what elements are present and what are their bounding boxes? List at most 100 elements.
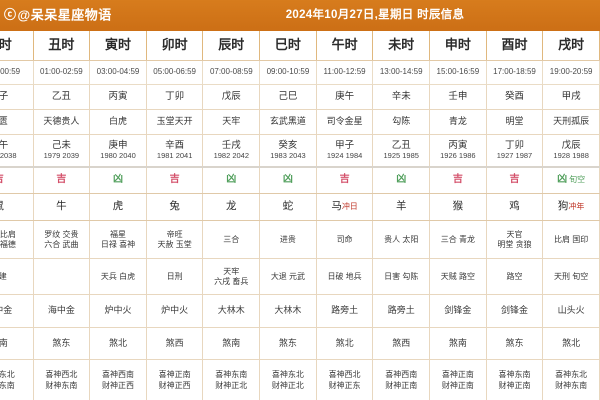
text-line: 大进 福德 xyxy=(0,239,16,249)
lucky-direction-cell: 喜神正南 财神正西 xyxy=(146,359,204,400)
ganzhi-cell: 己巳 xyxy=(259,84,317,110)
zodiac-label: 马 xyxy=(331,200,342,213)
sha-direction-cell: 煞西 xyxy=(372,327,431,361)
joy-god-direction: 喜神正南 xyxy=(158,369,191,379)
zodiac-label: 牛 xyxy=(56,200,67,213)
joy-god-direction: 喜神西南 xyxy=(385,369,418,379)
hour-name-cell[interactable]: 子时 xyxy=(0,28,34,61)
watermark: ⓒ @呆呆星座物语 xyxy=(4,5,112,24)
text-line: 比肩 国印 xyxy=(554,234,589,244)
good-stars-cell: 天官 明堂 贪狼 xyxy=(486,220,544,260)
time-range-cell: 19:00-20:59 xyxy=(542,60,600,85)
bad-stars-cell: 日建 xyxy=(0,258,34,295)
time-range-cell: 09:00-10:59 xyxy=(259,60,317,85)
year-numbers-label: 1924 1984 xyxy=(326,150,363,160)
wealth-god-direction: 财神正东 xyxy=(328,381,361,391)
year-numbers-label: 1980 2040 xyxy=(100,150,136,160)
lucky-direction-cell: 喜神西北 财神正东 xyxy=(316,359,374,400)
sha-direction-cell: 煞北 xyxy=(542,327,600,361)
year-ganzhi-label: 辛酉 xyxy=(165,139,185,151)
zodiac-cell: 猴 xyxy=(429,193,487,222)
nayin-cell: 炉中火 xyxy=(89,294,147,329)
time-range-cell: 07:00-08:59 xyxy=(202,60,261,85)
luck-cell: 凶 xyxy=(202,167,261,194)
shen-cell: 天牢 xyxy=(202,109,261,135)
zodiac-cell: 虎 xyxy=(89,193,147,222)
luck-cell: 吉 xyxy=(33,167,91,194)
luck-row: 吉吉凶吉凶凶吉凶吉吉凶旬空 xyxy=(0,167,600,194)
joy-god-direction: 喜神东北 xyxy=(555,369,588,379)
ganzhi-cell: 丁卯 xyxy=(146,84,204,110)
bad-stars-cell: 日害 勾陈 xyxy=(372,258,431,295)
joy-god-direction: 喜神东南 xyxy=(498,369,531,379)
year-numbers-label: 1982 2042 xyxy=(213,150,250,160)
shen-cell: 白虎 xyxy=(89,109,147,135)
hour-name-cell[interactable]: 未时 xyxy=(372,28,431,61)
hour-name-cell[interactable]: 酉时 xyxy=(486,28,544,61)
zodiac-cell: 马冲日 xyxy=(316,193,374,222)
good-stars-cell: 比肩 国印 xyxy=(542,220,600,260)
zodiac-label: 兔 xyxy=(169,200,180,213)
zodiac-label: 蛇 xyxy=(282,200,294,213)
luck-bad-badge: 凶 xyxy=(113,174,123,186)
hour-table: 子时丑时寅时卯时辰时巳时午时未时申时酉时戌时23:00-00:5901:00-0… xyxy=(0,28,600,400)
hour-name-cell[interactable]: 午时 xyxy=(316,28,374,61)
zodiac-label: 龙 xyxy=(226,200,237,213)
bad-stars-cell xyxy=(33,258,91,295)
sha-direction-cell: 煞东 xyxy=(259,327,317,361)
hour-name-cell[interactable]: 辰时 xyxy=(202,28,261,61)
year-numbers-label: 1978 2038 xyxy=(0,150,17,160)
hour-name-cell[interactable]: 卯时 xyxy=(146,28,204,61)
wealth-god-direction: 财神正西 xyxy=(102,381,134,391)
joy-god-direction: 喜神东南 xyxy=(215,369,248,379)
hour-name-cell[interactable]: 戌时 xyxy=(542,28,600,61)
year-numbers-label: 1925 1985 xyxy=(383,150,419,160)
sha-direction-cell: 煞南 xyxy=(0,327,34,361)
luck-good-badge: 吉 xyxy=(452,174,463,186)
nayin-cell: 山头火 xyxy=(542,294,600,329)
text-line: 天牢 xyxy=(223,266,240,276)
zodiac-cell: 狗冲年 xyxy=(542,193,600,222)
hour-name-cell[interactable]: 巳时 xyxy=(259,28,317,61)
text-line: 六合 武曲 xyxy=(44,239,79,249)
nayin-cell: 大林木 xyxy=(259,294,317,329)
luck-good-badge: 吉 xyxy=(56,174,67,186)
shen-cell: 勾陈 xyxy=(372,109,431,135)
year-ganzhi-cell: 戊午1978 2038 xyxy=(0,134,34,169)
hour-name-cell[interactable]: 丑时 xyxy=(33,28,91,61)
wealth-god-direction: 财神东南 xyxy=(45,381,78,391)
text-line: 贵人 太阳 xyxy=(384,234,419,244)
ganzhi-cell: 甲戌 xyxy=(542,84,600,110)
hour-name-cell[interactable]: 申时 xyxy=(429,28,487,61)
sha-direction-cell: 煞南 xyxy=(202,327,261,361)
page-title: 2024年10月27日,星期日 时辰信息 xyxy=(285,9,465,21)
nayin-cell: 路旁土 xyxy=(316,294,374,329)
sha-direction-cell: 煞西 xyxy=(146,327,204,361)
direction-row: 喜神东北财神东南喜神西北财神东南喜神西南财神正西喜神正南财神正西喜神东南财神正北… xyxy=(0,359,600,400)
time-range-cell: 15:00-16:59 xyxy=(429,60,487,85)
wealth-god-direction: 财神正西 xyxy=(158,381,191,391)
text-line: 明堂 贪狼 xyxy=(497,239,532,249)
ganzhi-cell: 乙丑 xyxy=(33,84,91,110)
text-line: 天官 xyxy=(506,229,523,239)
year-ganzhi-label: 庚申 xyxy=(108,139,128,151)
zodiac-label: 鼠 xyxy=(0,200,4,212)
text-line: 三合 xyxy=(223,234,240,244)
lucky-direction-cell: 喜神东南 财神正北 xyxy=(202,359,261,400)
zodiac-cell: 龙 xyxy=(202,193,261,222)
hour-name-cell[interactable]: 寅时 xyxy=(89,28,147,61)
year-numbers-label: 1927 1987 xyxy=(496,150,533,160)
ganzhi-cell: 辛未 xyxy=(372,84,431,110)
hour-table-container: 子时丑时寅时卯时辰时巳时午时未时申时酉时戌时23:00-00:5901:00-0… xyxy=(0,28,600,400)
time-range-cell: 17:00-18:59 xyxy=(486,60,544,85)
luck-cell: 吉 xyxy=(0,167,34,194)
text-line: 日刑 xyxy=(166,271,183,281)
good-stars-cell: 三合 xyxy=(202,220,261,260)
year-ganzhi-label: 丁卯 xyxy=(504,139,524,151)
luck-bad-badge: 凶 xyxy=(226,174,237,186)
year-numbers-label: 1926 1986 xyxy=(440,150,476,160)
ganzhi-cell: 甲子 xyxy=(0,84,34,110)
bad-stars-cell: 日破 地兵 xyxy=(316,258,374,295)
